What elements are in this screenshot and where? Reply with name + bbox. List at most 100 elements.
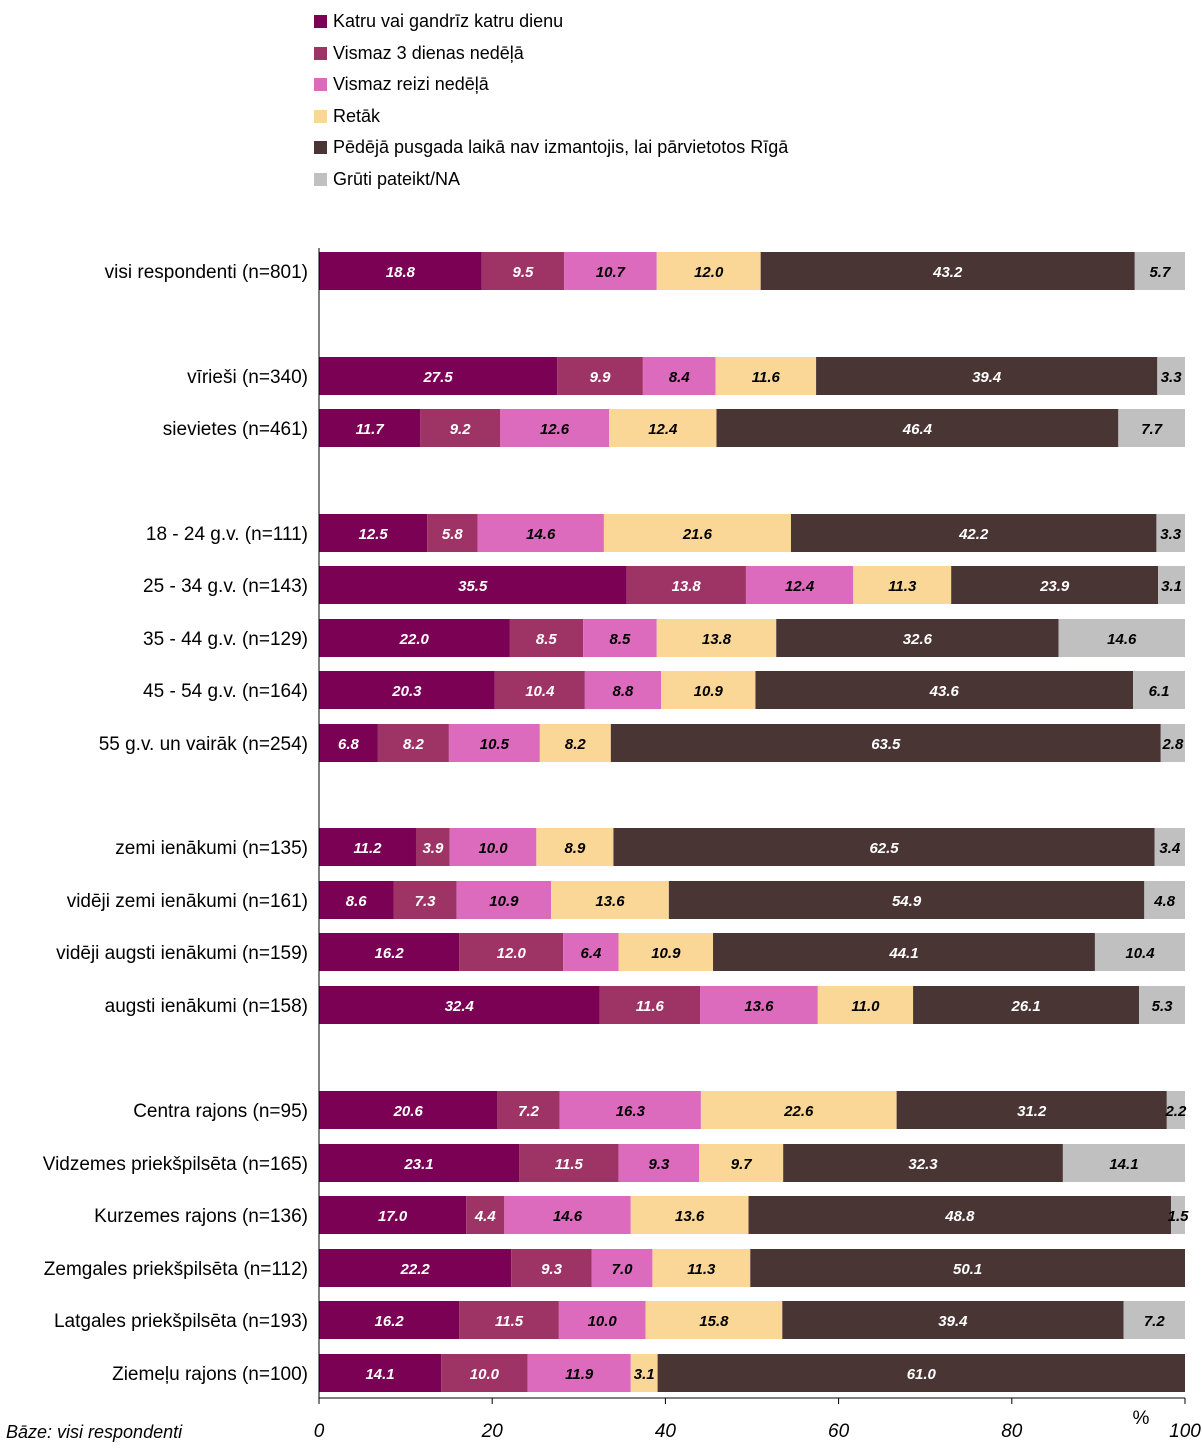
x-axis-label: % <box>1133 1408 1150 1429</box>
bar-segment <box>1094 933 1185 971</box>
data-label: 12.4 <box>785 578 815 595</box>
data-label: 39.4 <box>972 369 1002 386</box>
bar-segment <box>481 252 565 290</box>
data-label: 11.3 <box>687 1261 716 1278</box>
bar-segment <box>319 1301 460 1339</box>
bar-segment <box>415 828 450 866</box>
x-tick-label: 100 <box>1169 1421 1201 1442</box>
bar-segment <box>319 724 378 762</box>
data-label: 16.2 <box>375 945 405 962</box>
bar-segment <box>441 1354 528 1392</box>
data-label: 46.4 <box>902 421 933 438</box>
bar-segment <box>377 724 449 762</box>
x-tick-label: 40 <box>655 1421 677 1442</box>
category-label: zemi ienākumi (n=135) <box>115 838 308 859</box>
data-label: 11.3 <box>888 578 917 595</box>
bar-segment <box>319 986 600 1024</box>
data-label: 54.9 <box>892 893 922 910</box>
bar-segment <box>1133 671 1185 709</box>
bar-segment <box>1157 357 1185 395</box>
data-label: 42.2 <box>958 526 989 543</box>
bar-segment <box>700 1091 897 1129</box>
data-label: 8.8 <box>613 683 635 700</box>
bar-segment <box>755 671 1134 709</box>
data-label: 14.6 <box>526 526 556 543</box>
bar-segment <box>782 1301 1124 1339</box>
data-label: 10.7 <box>596 264 626 281</box>
category-label: 55 g.v. un vairāk (n=254) <box>99 734 308 755</box>
bar-segment <box>661 671 756 709</box>
bar-segment <box>319 566 627 604</box>
legend-item: Katru vai gandrīz katru dienu <box>314 6 788 38</box>
bar-segment <box>1134 252 1185 290</box>
data-label: 6.1 <box>1149 683 1170 700</box>
bar-segment <box>1171 1196 1185 1234</box>
legend-swatch <box>314 78 327 92</box>
bar-segment <box>563 933 619 971</box>
bar-segment <box>509 619 584 657</box>
data-label: 43.6 <box>929 683 960 700</box>
data-label: 11.6 <box>636 998 665 1015</box>
bar-segment <box>656 252 761 290</box>
data-label: 13.8 <box>672 578 702 595</box>
data-label: 9.5 <box>513 264 535 281</box>
data-label: 11.0 <box>851 998 880 1015</box>
bar-segment <box>319 828 416 866</box>
bar-segment <box>319 514 428 552</box>
bar-segment <box>626 566 746 604</box>
bar-segment <box>790 514 1157 552</box>
category-label: vidēji augsti ienākumi (n=159) <box>56 943 308 964</box>
data-label: 31.2 <box>1017 1103 1047 1120</box>
data-label: 17.0 <box>378 1208 408 1225</box>
data-label: 8.2 <box>565 736 587 753</box>
data-label: 8.9 <box>564 840 586 857</box>
data-label: 23.9 <box>1039 578 1070 595</box>
data-label: 10.0 <box>470 1366 500 1383</box>
bar-segment <box>913 986 1140 1024</box>
bar-segment <box>519 1144 619 1182</box>
data-label: 13.8 <box>702 631 732 648</box>
legend-item: Retāk <box>314 101 788 133</box>
bar-segment <box>557 357 643 395</box>
legend-item: Vismaz 3 dienas nedēļā <box>314 38 788 70</box>
bar-segment <box>319 671 495 709</box>
bar-segment <box>459 933 564 971</box>
bar-segment <box>645 1301 783 1339</box>
bar-segment <box>477 514 604 552</box>
data-label: 6.4 <box>580 945 602 962</box>
bar-segment <box>642 357 716 395</box>
category-label: visi respondenti (n=801) <box>105 262 308 283</box>
bar-segment <box>319 1091 498 1129</box>
category-label: sievietes (n=461) <box>163 419 308 440</box>
data-label: 5.8 <box>442 526 464 543</box>
bar-segment <box>783 1144 1063 1182</box>
category-label: 25 - 34 g.v. (n=143) <box>143 576 308 597</box>
data-label: 50.1 <box>953 1261 982 1278</box>
data-label: 8.6 <box>346 893 368 910</box>
bar-segment <box>630 1196 749 1234</box>
bar-segment <box>853 566 952 604</box>
category-label: Centra rajons (n=95) <box>133 1101 308 1122</box>
legend-swatch <box>314 46 327 60</box>
legend-swatch <box>314 141 327 155</box>
bar-segment <box>1158 566 1185 604</box>
legend-label: Pēdējā pusgada laikā nav izmantojis, lai… <box>333 137 789 158</box>
bar-segment <box>511 1249 592 1287</box>
data-label: 9.3 <box>541 1261 563 1278</box>
data-label: 8.2 <box>403 736 425 753</box>
legend-item: Pēdējā pusgada laikā nav izmantojis, lai… <box>314 132 788 164</box>
data-label: 8.5 <box>536 631 558 648</box>
bar-segment <box>699 1144 784 1182</box>
category-label: Zemgales priekšpilsēta (n=112) <box>44 1259 308 1280</box>
bar-segment <box>630 1354 658 1392</box>
data-label: 16.2 <box>375 1313 405 1330</box>
bar-segment <box>420 409 500 447</box>
data-label: 10.4 <box>525 683 555 700</box>
bar-segment <box>700 986 818 1024</box>
category-label: 35 - 44 g.v. (n=129) <box>143 629 308 650</box>
bar-segment <box>497 1091 560 1129</box>
category-label: 18 - 24 g.v. (n=111) <box>146 524 308 545</box>
data-label: 2.8 <box>1161 736 1184 753</box>
bar-segment <box>591 1249 653 1287</box>
bar-segment <box>499 409 610 447</box>
